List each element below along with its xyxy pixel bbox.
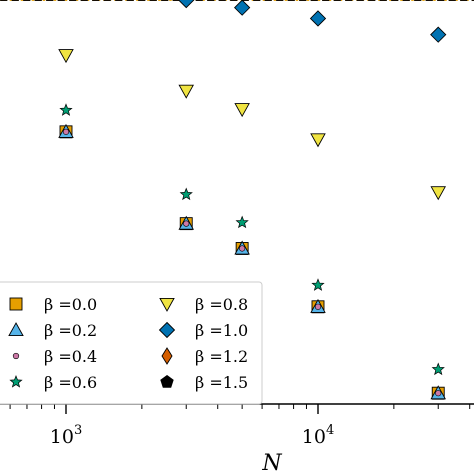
legend-marker-beta-0.4 bbox=[12, 352, 20, 360]
legend-label-beta-0.6: β =0.6 bbox=[44, 373, 97, 392]
legend-label-beta-1.0: β =1.0 bbox=[195, 321, 248, 340]
x-ticks bbox=[9, 404, 471, 414]
legend-entries: β =0.0 β =0.2 β =0.4 β =0.6 β =0.8 β =1.0 β =1… bbox=[8, 295, 248, 392]
data-point-beta-1.0-n5000 bbox=[234, 0, 251, 16]
legend-entry-beta-0.6: β =0.6 bbox=[9, 373, 97, 392]
legend-marker-beta-1.0 bbox=[158, 321, 176, 339]
data-point-beta-0.4-n5000 bbox=[239, 245, 246, 252]
legend-entry-beta-0.4: β =0.4 bbox=[12, 347, 97, 366]
legend-label-beta-0.8: β =0.8 bbox=[195, 295, 248, 314]
data-point-beta-1.0-n30000 bbox=[430, 26, 447, 43]
series-markers-beta-0.6 bbox=[59, 103, 445, 376]
legend: β =0.0 β =0.2 β =0.4 β =0.6 β =0.8 β =1.0 β =1… bbox=[0, 281, 263, 405]
series-markers-beta-0.8 bbox=[58, 49, 446, 201]
data-point-beta-0.6-n10000 bbox=[311, 278, 325, 291]
legend-marker-beta-0.6 bbox=[9, 375, 23, 388]
data-point-beta-0.8-n3000 bbox=[178, 84, 194, 99]
data-point-beta-0.6-n1000 bbox=[59, 103, 73, 116]
legend-marker-beta-1.2 bbox=[161, 347, 173, 365]
x-tick-base-1000: 10 bbox=[50, 426, 74, 448]
legend-marker-beta-0.8 bbox=[159, 297, 175, 312]
data-point-beta-0.8-n30000 bbox=[430, 186, 446, 201]
legend-label-beta-0.2: β =0.2 bbox=[44, 321, 97, 340]
x-tick-exp-1000: 3 bbox=[74, 423, 82, 438]
series-markers-beta-1.0 bbox=[178, 0, 447, 43]
data-point-beta-0.4-n30000 bbox=[435, 390, 442, 397]
legend-entry-beta-1.0: β =1.0 bbox=[158, 321, 248, 340]
legend-marker-beta-0.0 bbox=[9, 297, 23, 311]
legend-entry-beta-1.2: β =1.2 bbox=[161, 347, 248, 366]
data-point-beta-0.6-n3000 bbox=[179, 187, 193, 201]
data-point-beta-1.0-n3000 bbox=[178, 0, 195, 9]
legend-entry-beta-0.8: β =0.8 bbox=[159, 295, 248, 314]
series-layer bbox=[0, 0, 474, 400]
data-point-beta-0.6-n30000 bbox=[431, 362, 445, 376]
data-point-beta-0.8-n5000 bbox=[234, 103, 250, 118]
x-tick-base-10000: 10 bbox=[302, 426, 326, 448]
data-point-beta-1.0-n10000 bbox=[309, 10, 327, 27]
data-point-beta-0.8-n1000 bbox=[58, 49, 74, 64]
legend-label-beta-1.5: β =1.5 bbox=[195, 373, 248, 392]
x-axis-label: N bbox=[261, 451, 282, 474]
legend-frame bbox=[0, 281, 263, 405]
legend-label-beta-0.0: β =0.0 bbox=[44, 295, 97, 314]
data-point-beta-0.4-n1000 bbox=[62, 128, 70, 135]
x-tick-exp-10000: 4 bbox=[326, 423, 334, 438]
data-point-beta-0.6-n5000 bbox=[235, 215, 249, 229]
legend-entry-beta-0.0: β =0.0 bbox=[9, 295, 97, 314]
legend-marker-beta-1.5 bbox=[160, 374, 174, 388]
data-point-beta-0.4-n3000 bbox=[183, 220, 190, 227]
x-tick-label-1000: 103 bbox=[50, 423, 82, 448]
data-point-beta-0.4-n10000 bbox=[314, 303, 322, 310]
legend-entry-beta-0.2: β =0.2 bbox=[8, 321, 97, 340]
legend-entry-beta-1.5: β =1.5 bbox=[160, 373, 248, 392]
x-tick-label-10000: 104 bbox=[302, 423, 334, 448]
legend-label-beta-1.2: β =1.2 bbox=[195, 347, 248, 366]
data-point-beta-0.8-n10000 bbox=[310, 133, 326, 148]
series-markers-beta-0.4 bbox=[62, 128, 442, 397]
legend-label-beta-0.4: β =0.4 bbox=[44, 347, 97, 366]
legend-marker-beta-0.2 bbox=[8, 322, 24, 337]
